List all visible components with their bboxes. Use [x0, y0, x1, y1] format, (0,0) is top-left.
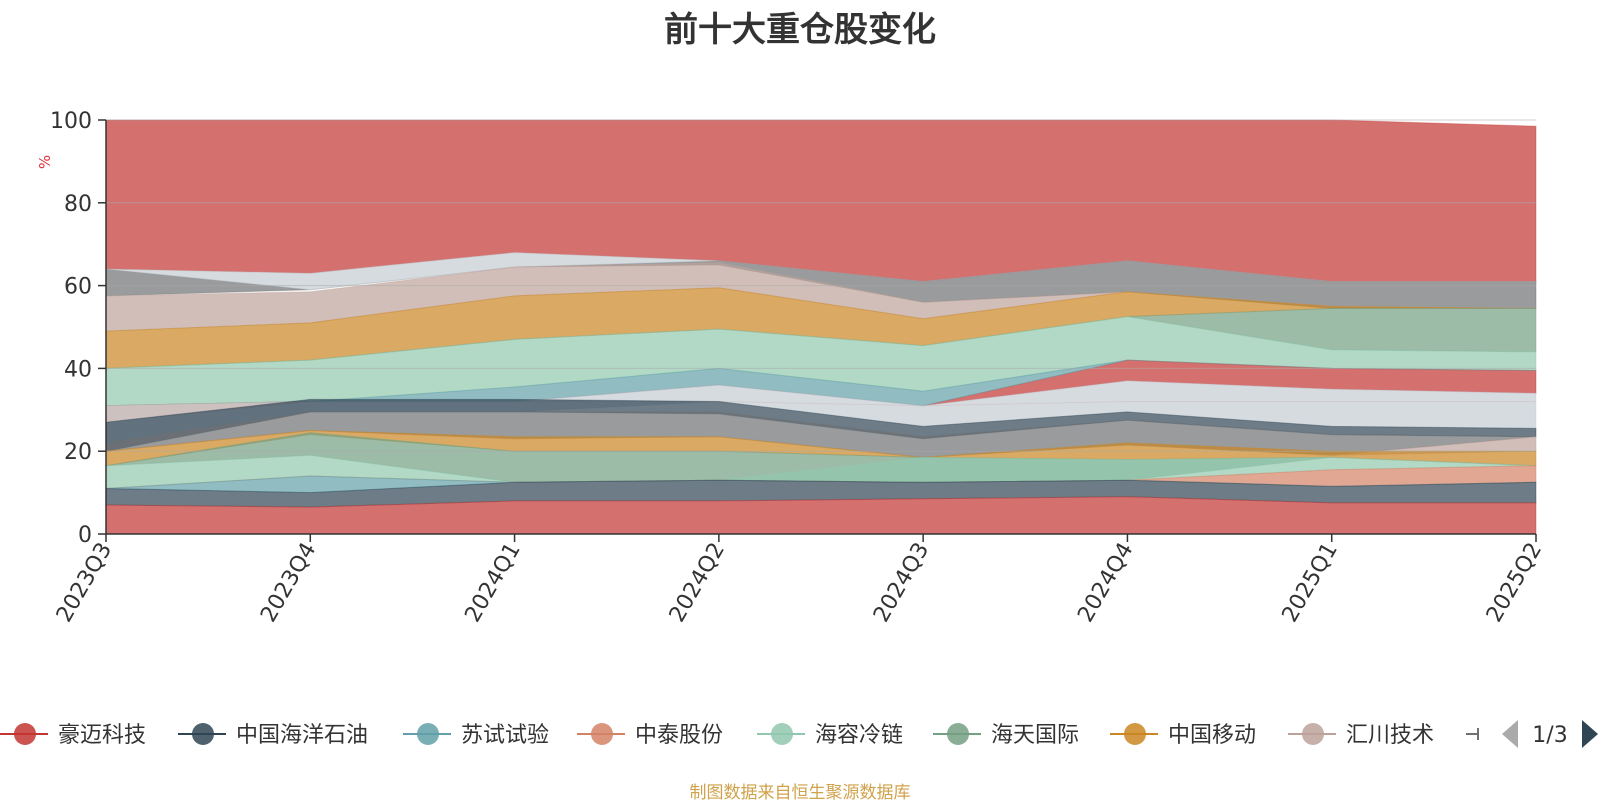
legend-item[interactable]: 海天国际 [933, 723, 1079, 748]
legend-item[interactable]: 汇川技术 [1288, 723, 1434, 748]
legend[interactable]: 豪迈科技 中国海洋石油 苏试试验 中泰股份 海容冷链 海天国际 中国移动 汇川技术 1/3 [0, 720, 1598, 748]
area-layers [105, 119, 1537, 535]
x-tick-label: 2023Q3 [52, 539, 117, 627]
source-note: 制图数据来自恒生聚源数据库 [689, 783, 911, 803]
legend-label: 汇川技术 [1346, 723, 1434, 748]
legend-marker [1124, 723, 1146, 745]
chart-title: 前十大重仓股变化 [664, 10, 936, 50]
y-tick-label: 20 [64, 440, 92, 465]
y-tick-label: 0 [78, 523, 92, 548]
legend-page-indicator: 1/3 [1532, 723, 1567, 748]
y-tick-label: 60 [64, 275, 92, 300]
legend-marker [417, 723, 439, 745]
legend-marker [192, 723, 214, 745]
area-band-2 [105, 251, 1536, 291]
legend-label: 海天国际 [991, 723, 1079, 748]
legend-label: 豪迈科技 [58, 723, 146, 748]
legend-item[interactable]: 中国移动 [1110, 723, 1256, 748]
grid-lines [106, 119, 1536, 452]
x-tick-label: 2025Q2 [1482, 539, 1547, 627]
y-tick-label: 80 [64, 192, 92, 217]
legend-label: 中国移动 [1168, 723, 1256, 748]
area-band-0 [105, 119, 1537, 283]
legend-item[interactable]: 海容冷链 [757, 723, 903, 748]
x-tick-label: 2024Q3 [869, 539, 934, 627]
y-tick-label: 40 [64, 357, 92, 382]
x-tick-label: 2025Q1 [1278, 539, 1343, 627]
x-tick-label: 2023Q4 [256, 539, 321, 627]
legend-prev-arrow-icon[interactable] [1502, 720, 1518, 748]
legend-item[interactable]: 中泰股份 [577, 723, 723, 748]
legend-next-arrow-icon[interactable] [1582, 720, 1598, 748]
legend-label: 中泰股份 [635, 723, 723, 748]
x-tick-label: 2024Q4 [1073, 539, 1138, 627]
legend-item[interactable]: 豪迈科技 [0, 723, 146, 748]
y-tick-label: 100 [50, 109, 92, 134]
legend-item[interactable]: 中国海洋石油 [178, 723, 368, 748]
legend-marker [14, 723, 36, 745]
legend-label: 海容冷链 [815, 723, 903, 748]
legend-marker [591, 723, 613, 745]
x-tick-label: 2024Q2 [665, 539, 730, 627]
legend-item[interactable]: 苏试试验 [403, 723, 549, 748]
legend-marker [947, 723, 969, 745]
y-axis-unit: % [36, 155, 54, 169]
x-tick-label: 2024Q1 [460, 539, 525, 627]
legend-label: 中国海洋石油 [236, 723, 368, 748]
legend-label: 苏试试验 [461, 723, 549, 748]
legend-marker [771, 723, 793, 745]
legend-marker [1302, 723, 1324, 745]
